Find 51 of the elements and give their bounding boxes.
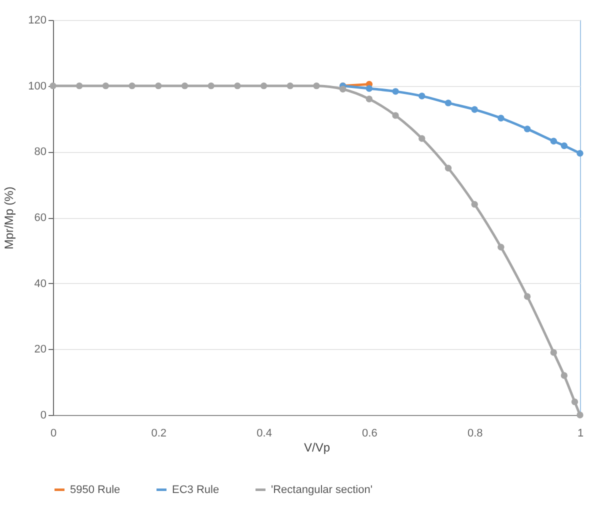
x-tick-label: 0.8 (467, 428, 483, 440)
point (418, 135, 426, 142)
y-tick-label: 0 (40, 410, 46, 422)
point (392, 112, 399, 119)
x-tick-label: 0.6 (362, 428, 378, 440)
point (444, 164, 452, 172)
point (550, 138, 558, 144)
point (339, 86, 346, 92)
point (50, 82, 56, 90)
point (576, 412, 584, 418)
point (498, 114, 504, 122)
x-tick-label: 0.2 (151, 428, 167, 440)
legend-label: 'Rectangular section' (271, 484, 372, 496)
point (471, 106, 478, 113)
point (313, 82, 320, 90)
x-axis-title: V/Vp (304, 440, 330, 454)
point (550, 349, 558, 356)
point (102, 82, 110, 90)
y-tick-label: 20 (34, 344, 46, 356)
point (576, 150, 584, 157)
y-tick-label: 120 (28, 14, 46, 26)
point (181, 82, 188, 90)
point (560, 142, 568, 150)
y-tick-label: 100 (28, 80, 46, 92)
point (524, 293, 531, 300)
point (155, 82, 162, 90)
legend-label: EC3 Rule (172, 484, 220, 496)
x-tick-label: 0 (50, 428, 57, 440)
y-tick-label: 80 (34, 146, 46, 158)
x-tick-label: 1 (577, 428, 584, 440)
point (260, 82, 268, 90)
legend-label: 5950 Rule (70, 484, 120, 496)
point (471, 200, 478, 208)
point (366, 96, 373, 102)
point (418, 92, 426, 100)
point (560, 372, 568, 379)
x-tick-label: 0.4 (256, 428, 272, 440)
y-tick-label: 40 (34, 278, 46, 290)
point (524, 126, 531, 132)
y-tick-label: 60 (34, 212, 46, 224)
point (76, 82, 83, 90)
point (392, 88, 399, 95)
point (128, 82, 136, 90)
point (208, 82, 214, 90)
point (498, 244, 504, 250)
point (286, 82, 294, 90)
y-axis-title: Mpr/Mp (%) (2, 186, 16, 250)
point (234, 82, 241, 90)
point (571, 398, 578, 406)
point (366, 85, 373, 92)
point (444, 100, 452, 106)
